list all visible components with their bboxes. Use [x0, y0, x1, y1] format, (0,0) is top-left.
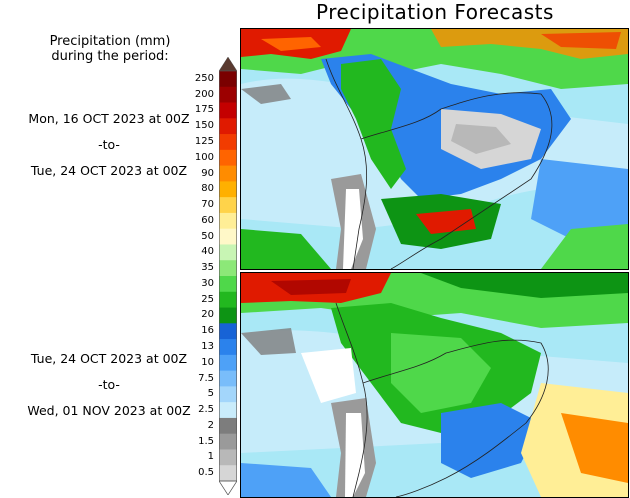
chart-title: Precipitation Forecasts	[316, 0, 554, 24]
period-2-start: Tue, 24 OCT 2023 at 00Z	[30, 351, 188, 366]
colorbar-tick-label: 7.5	[198, 372, 214, 384]
colorbar-top-arrow	[219, 57, 237, 72]
colorbar-swatch	[219, 276, 237, 293]
period-1-label: Mon, 16 OCT 2023 at 00Z -to- Tue, 24 OCT…	[0, 106, 218, 184]
period-1-separator: -to-	[98, 137, 120, 152]
colorbar-tick-label: 25	[201, 293, 214, 305]
colorbar-swatch	[219, 165, 237, 182]
period-2-label: Tue, 24 OCT 2023 at 00Z -to- Wed, 01 NOV…	[0, 346, 218, 424]
period-2-end: Wed, 01 NOV 2023 at 00Z	[27, 403, 191, 418]
period-1-end: Tue, 24 OCT 2023 at 00Z	[30, 163, 188, 178]
colorbar-swatch	[219, 402, 237, 419]
colorbar-tick-label: 40	[201, 246, 214, 258]
colorbar-swatch	[219, 323, 237, 340]
colorbar-swatch	[219, 86, 237, 103]
colorbar-bottom-arrow	[219, 480, 237, 495]
colorbar-swatch	[219, 181, 237, 198]
colorbar-tick-label: 250	[194, 72, 214, 84]
legend-title: Precipitation (mm) during the period:	[10, 34, 210, 64]
colorbar-tick-label: 125	[194, 135, 214, 147]
colorbar-tick-label: 2.5	[198, 404, 214, 416]
colorbar	[219, 57, 237, 495]
colorbar-swatch	[219, 197, 237, 214]
colorbar-tick-label: 5	[207, 388, 214, 400]
colorbar-tick-label: 13	[201, 340, 214, 352]
colorbar-swatch	[219, 370, 237, 387]
colorbar-tick-label: 175	[194, 104, 214, 116]
colorbar-tick-label: 60	[201, 214, 214, 226]
forecast-map-period-1	[240, 28, 629, 270]
colorbar-swatch	[219, 118, 237, 135]
colorbar-frame	[219, 70, 237, 482]
colorbar-swatch	[219, 149, 237, 167]
colorbar-tick-label: 1.5	[198, 435, 214, 447]
colorbar-tick-label: 1	[207, 451, 214, 463]
colorbar-swatch	[219, 386, 237, 403]
colorbar-swatch	[219, 71, 237, 88]
colorbar-swatch	[219, 228, 237, 245]
colorbar-swatch	[219, 354, 237, 372]
colorbar-tick-label: 90	[201, 167, 214, 179]
colorbar-tick-label: 100	[194, 151, 214, 163]
colorbar-swatch	[219, 244, 237, 261]
period-2-separator: -to-	[98, 377, 120, 392]
colorbar-swatch	[219, 433, 237, 450]
colorbar-tick-label: 10	[201, 356, 214, 368]
forecast-map-period-2	[240, 272, 629, 498]
colorbar-swatch	[219, 102, 237, 119]
colorbar-swatch	[219, 417, 237, 435]
colorbar-swatch	[219, 307, 237, 324]
colorbar-tick-label: 50	[201, 230, 214, 242]
colorbar-swatch	[219, 291, 237, 308]
colorbar-tick-label: 35	[201, 262, 214, 274]
colorbar-tick-label: 70	[201, 199, 214, 211]
colorbar-tick-label: 30	[201, 277, 214, 289]
colorbar-swatch	[219, 339, 237, 356]
colorbar-swatch	[219, 212, 237, 230]
period-1-start: Mon, 16 OCT 2023 at 00Z	[28, 111, 190, 126]
colorbar-swatch	[219, 260, 237, 277]
colorbar-swatch	[219, 449, 237, 466]
legend-title-line1: Precipitation (mm)	[49, 34, 171, 49]
colorbar-tick-label: 200	[194, 88, 214, 100]
colorbar-swatch	[219, 465, 237, 482]
colorbar-tick-label: 80	[201, 183, 214, 195]
colorbar-swatch	[219, 134, 237, 151]
colorbar-tick-label: 150	[194, 120, 214, 132]
colorbar-tick-label: 20	[201, 309, 214, 321]
legend-title-line2: during the period:	[51, 49, 169, 64]
colorbar-tick-label: 2	[207, 419, 214, 431]
colorbar-tick-label: 16	[201, 325, 214, 337]
colorbar-tick-label: 0.5	[198, 467, 214, 479]
